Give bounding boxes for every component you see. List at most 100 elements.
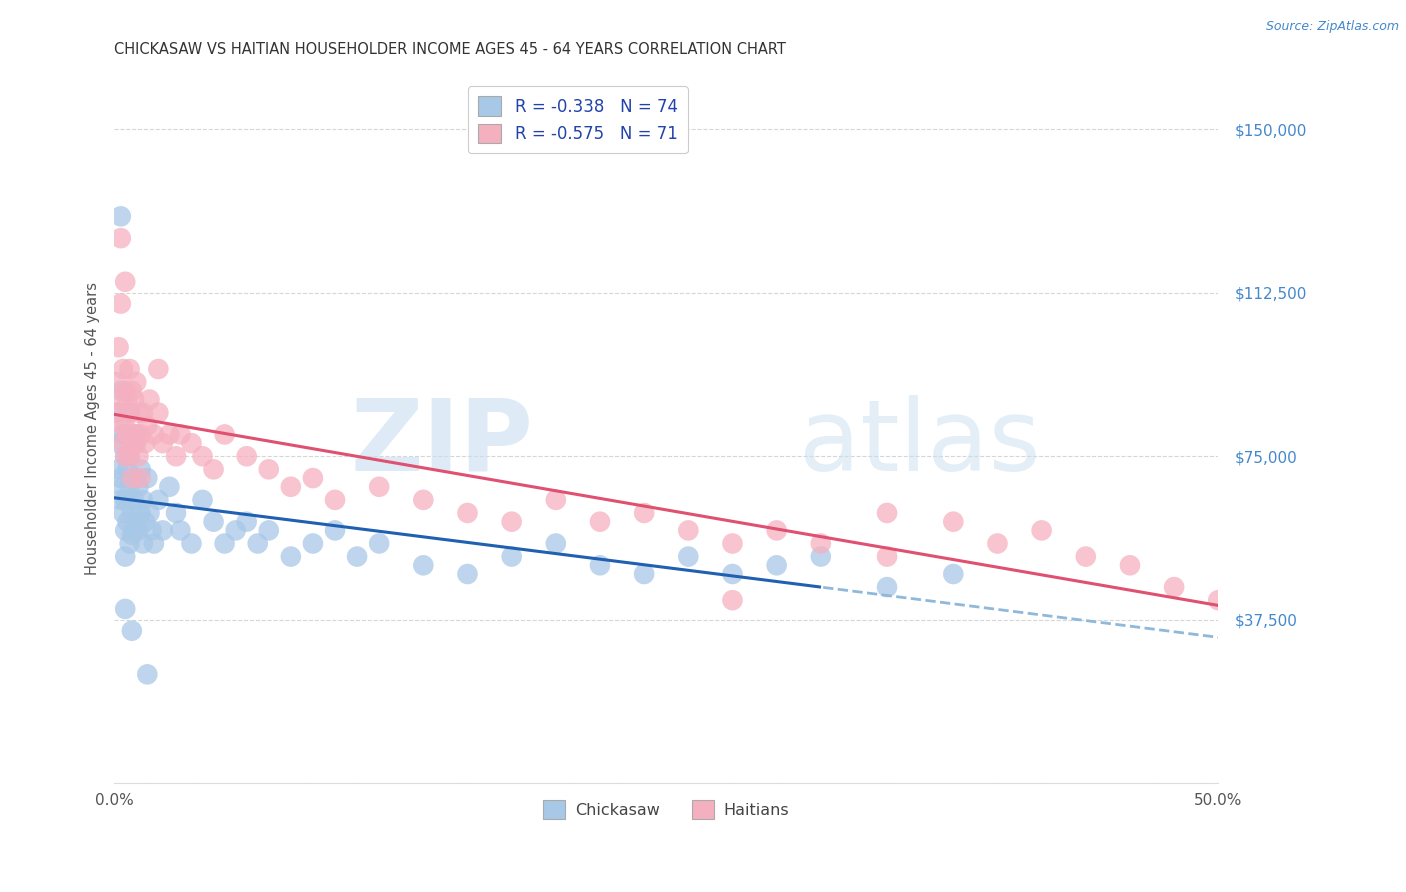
Point	[121, 471, 143, 485]
Point	[141, 524, 163, 538]
Point	[121, 624, 143, 638]
Point	[134, 436, 156, 450]
Point	[125, 515, 148, 529]
Point	[111, 436, 134, 450]
Point	[457, 567, 479, 582]
Point	[125, 375, 148, 389]
Point	[125, 427, 148, 442]
Point	[765, 558, 787, 573]
Point	[118, 406, 141, 420]
Point	[122, 436, 145, 450]
Point	[180, 436, 202, 450]
Point	[114, 449, 136, 463]
Point	[214, 536, 236, 550]
Point	[1206, 593, 1229, 607]
Point	[942, 515, 965, 529]
Point	[107, 436, 129, 450]
Point	[876, 549, 898, 564]
Point	[214, 427, 236, 442]
Point	[942, 567, 965, 582]
Point	[121, 471, 143, 485]
Point	[127, 449, 149, 463]
Point	[1119, 558, 1142, 573]
Legend: Chickasaw, Haitians: Chickasaw, Haitians	[537, 794, 796, 825]
Point	[180, 536, 202, 550]
Point	[810, 549, 832, 564]
Point	[118, 480, 141, 494]
Point	[117, 515, 139, 529]
Point	[121, 506, 143, 520]
Point	[121, 436, 143, 450]
Point	[501, 515, 523, 529]
Point	[678, 549, 700, 564]
Point	[412, 492, 434, 507]
Point	[152, 436, 174, 450]
Point	[544, 492, 567, 507]
Point	[127, 480, 149, 494]
Point	[810, 536, 832, 550]
Point	[114, 418, 136, 433]
Point	[457, 506, 479, 520]
Point	[118, 449, 141, 463]
Point	[132, 492, 155, 507]
Point	[125, 427, 148, 442]
Point	[148, 362, 170, 376]
Point	[721, 567, 744, 582]
Point	[323, 492, 346, 507]
Point	[633, 506, 655, 520]
Point	[114, 602, 136, 616]
Point	[111, 427, 134, 442]
Point	[589, 515, 612, 529]
Point	[114, 449, 136, 463]
Point	[118, 536, 141, 550]
Point	[191, 492, 214, 507]
Point	[110, 471, 132, 485]
Point	[138, 506, 160, 520]
Point	[105, 406, 128, 420]
Point	[323, 524, 346, 538]
Point	[142, 536, 165, 550]
Point	[134, 515, 156, 529]
Point	[118, 449, 141, 463]
Point	[157, 480, 180, 494]
Point	[129, 427, 152, 442]
Point	[110, 384, 132, 398]
Point	[114, 524, 136, 538]
Point	[1163, 580, 1185, 594]
Point	[129, 506, 152, 520]
Point	[125, 471, 148, 485]
Point	[765, 524, 787, 538]
Point	[169, 524, 191, 538]
Point	[876, 506, 898, 520]
Point	[110, 392, 132, 407]
Text: Source: ZipAtlas.com: Source: ZipAtlas.com	[1265, 20, 1399, 33]
Point	[501, 549, 523, 564]
Point	[257, 524, 280, 538]
Point	[302, 536, 325, 550]
Point	[107, 406, 129, 420]
Point	[122, 392, 145, 407]
Point	[111, 418, 134, 433]
Point	[235, 449, 257, 463]
Point	[148, 492, 170, 507]
Point	[169, 427, 191, 442]
Point	[346, 549, 368, 564]
Point	[633, 567, 655, 582]
Point	[110, 296, 132, 310]
Point	[165, 506, 187, 520]
Point	[257, 462, 280, 476]
Point	[110, 492, 132, 507]
Point	[165, 449, 187, 463]
Point	[117, 392, 139, 407]
Point	[148, 406, 170, 420]
Point	[202, 462, 225, 476]
Point	[107, 340, 129, 354]
Point	[114, 275, 136, 289]
Point	[157, 427, 180, 442]
Point	[986, 536, 1008, 550]
Point	[191, 449, 214, 463]
Point	[589, 558, 612, 573]
Point	[721, 593, 744, 607]
Point	[117, 492, 139, 507]
Point	[105, 375, 128, 389]
